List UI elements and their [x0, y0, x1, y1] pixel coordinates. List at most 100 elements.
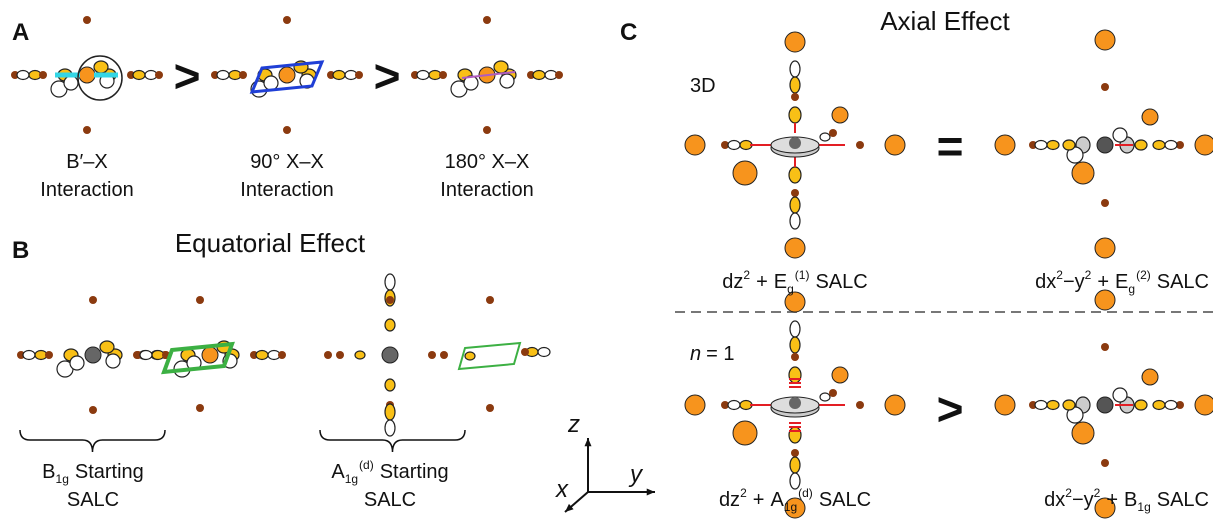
- atom: [1094, 29, 1116, 51]
- row-tag: 3D: [690, 75, 716, 97]
- ligand-dot: [196, 296, 204, 304]
- ligand-dot: [486, 296, 494, 304]
- atom: [1071, 161, 1095, 185]
- orbital-lobe: [727, 399, 741, 411]
- ligand-dot: [521, 348, 529, 356]
- orbital-lobe: [1164, 399, 1178, 411]
- ligand-dot: [791, 189, 799, 197]
- item-label: B′–X: [66, 151, 108, 173]
- axis-label: z: [567, 411, 580, 438]
- orbital-lobe: [354, 350, 366, 360]
- interaction-path: [161, 341, 235, 375]
- ligand-dot: [1101, 83, 1109, 91]
- orbital-lobe: [99, 340, 115, 354]
- orbital-lobe: [139, 349, 153, 361]
- ligand-dot: [791, 93, 799, 101]
- caption: SALC: [67, 489, 119, 511]
- orbital-lobe: [1152, 399, 1166, 411]
- ligand-dot: [283, 126, 291, 134]
- comparator: >: [937, 383, 964, 435]
- atom: [1141, 368, 1159, 386]
- atom: [884, 394, 906, 416]
- item-label: 90° X–X: [250, 151, 324, 173]
- orbital-lobe: [1164, 139, 1178, 151]
- orbital-drawings: [11, 16, 1213, 519]
- ligand-dot: [486, 404, 494, 412]
- ligand-dot: [1176, 141, 1184, 149]
- ligand-dot: [89, 296, 97, 304]
- orbital-lobe: [788, 106, 802, 124]
- ligand-dot: [83, 126, 91, 134]
- panel-label: C: [620, 19, 637, 46]
- ligand-dot: [829, 129, 837, 137]
- orbital-lobe: [384, 403, 396, 421]
- orbital-lobe: [788, 366, 802, 384]
- orbital-lobe: [727, 139, 741, 151]
- atom: [831, 366, 849, 384]
- orbital-lobe: [416, 69, 430, 81]
- atom: [732, 160, 758, 186]
- orbital-lobe: [1062, 399, 1076, 411]
- row-tag: n = 1: [690, 343, 734, 365]
- atom: [784, 291, 806, 313]
- ligand-dot: [555, 71, 563, 79]
- formula: dz2 + A1g(d) SALC: [719, 486, 871, 514]
- atom: [684, 394, 706, 416]
- metal: [84, 346, 102, 364]
- brace: [319, 429, 466, 453]
- arrow-head: [584, 438, 592, 447]
- formula: dx2−y2 + Eg(2) SALC: [1035, 268, 1209, 296]
- orbital-lobe: [69, 355, 85, 371]
- orbital-lobe: [1034, 399, 1048, 411]
- ligand-dot: [283, 16, 291, 24]
- metal: [201, 346, 219, 364]
- orbital-lobe: [384, 273, 396, 291]
- ligand-dot: [39, 71, 47, 79]
- orbital-lobe: [788, 166, 802, 184]
- ligand-dot: [45, 351, 53, 359]
- caption: SALC: [364, 489, 416, 511]
- orbital-lobe: [63, 75, 79, 91]
- atom: [884, 134, 906, 156]
- ligand-dot: [721, 141, 729, 149]
- orbital-lobe: [1134, 139, 1148, 151]
- arrow-head: [646, 488, 655, 496]
- item-label: Interaction: [240, 179, 333, 201]
- orbital-lobe: [1062, 139, 1076, 151]
- ligand-dot: [155, 71, 163, 79]
- ligand-dot: [440, 351, 448, 359]
- orbital-lobe: [132, 69, 146, 81]
- orbital-lobe: [1046, 139, 1060, 151]
- atom: [684, 134, 706, 156]
- orbital-lobe: [1112, 127, 1128, 143]
- atom: [732, 420, 758, 446]
- metal: [1096, 396, 1114, 414]
- formula: dz2 + Eg(1) SALC: [722, 268, 867, 296]
- item-label: 180° X–X: [445, 151, 530, 173]
- orbital-lobe: [263, 75, 279, 91]
- orbital-lobe: [1112, 387, 1128, 403]
- orbital-lobe: [789, 456, 801, 474]
- atom: [994, 394, 1016, 416]
- metal: [78, 66, 96, 84]
- item-label: Interaction: [440, 179, 533, 201]
- atom: [784, 31, 806, 53]
- ligand-dot: [1101, 199, 1109, 207]
- interaction-path: [457, 341, 522, 371]
- interaction-path: [249, 60, 325, 94]
- interaction-ring: [77, 55, 123, 101]
- orbital-lobe: [789, 212, 801, 230]
- orbital-lobe: [384, 318, 396, 332]
- ligand-dot: [83, 16, 91, 24]
- ligand-dot: [196, 404, 204, 412]
- atom: [1141, 108, 1159, 126]
- metal: [1096, 136, 1114, 154]
- ligand-dot: [483, 16, 491, 24]
- brace: [19, 429, 166, 453]
- ligand-dot: [439, 71, 447, 79]
- atom: [1094, 497, 1116, 519]
- orbital-lobe: [22, 349, 36, 361]
- ligand-dot: [1101, 343, 1109, 351]
- ligand-dot: [1176, 401, 1184, 409]
- ligand-dot: [336, 351, 344, 359]
